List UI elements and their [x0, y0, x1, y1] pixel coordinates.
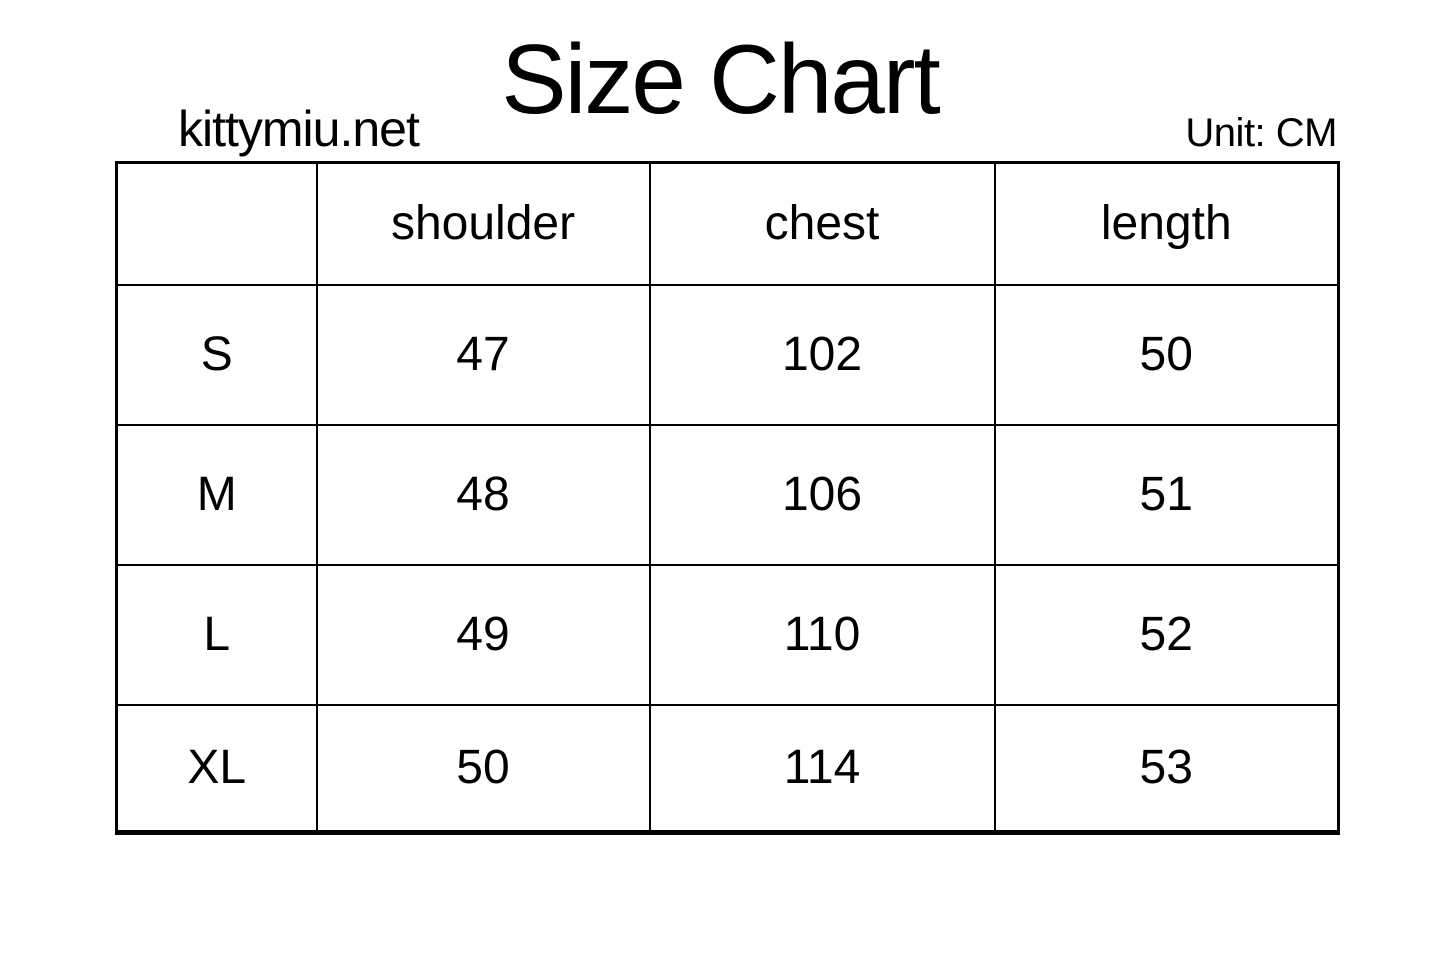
length-value-cell: 52 [993, 563, 1340, 706]
column-header-chest: chest [648, 161, 996, 286]
unit-label: Unit: CM [1185, 111, 1337, 155]
size-label-cell: M [115, 423, 318, 566]
page-title: Size Chart [501, 24, 941, 134]
table-row: L 49 110 52 [115, 563, 1340, 706]
size-label-cell: L [115, 563, 318, 706]
watermark: kittymiu.net [178, 101, 420, 157]
size-chart-table: shoulder chest length S 47 102 50 M 48 1… [115, 161, 1340, 835]
chest-value-cell: 114 [648, 703, 996, 834]
shoulder-value-cell: 50 [315, 703, 651, 834]
table-row: S 47 102 50 [115, 283, 1340, 426]
column-header-shoulder: shoulder [315, 161, 651, 286]
size-label-cell: XL [115, 703, 318, 834]
length-value-cell: 51 [993, 423, 1340, 566]
size-label-cell: S [115, 283, 318, 426]
header-row: shoulder chest length [115, 161, 1340, 286]
column-header-size [115, 161, 318, 286]
table-row: M 48 106 51 [115, 423, 1340, 566]
column-header-length: length [993, 161, 1340, 286]
length-value-cell: 50 [993, 283, 1340, 426]
shoulder-value-cell: 47 [315, 283, 651, 426]
shoulder-value-cell: 48 [315, 423, 651, 566]
shoulder-value-cell: 49 [315, 563, 651, 706]
chest-value-cell: 102 [648, 283, 996, 426]
chest-value-cell: 110 [648, 563, 996, 706]
chest-value-cell: 106 [648, 423, 996, 566]
length-value-cell: 53 [993, 703, 1340, 834]
table-row: XL 50 114 53 [115, 703, 1340, 834]
